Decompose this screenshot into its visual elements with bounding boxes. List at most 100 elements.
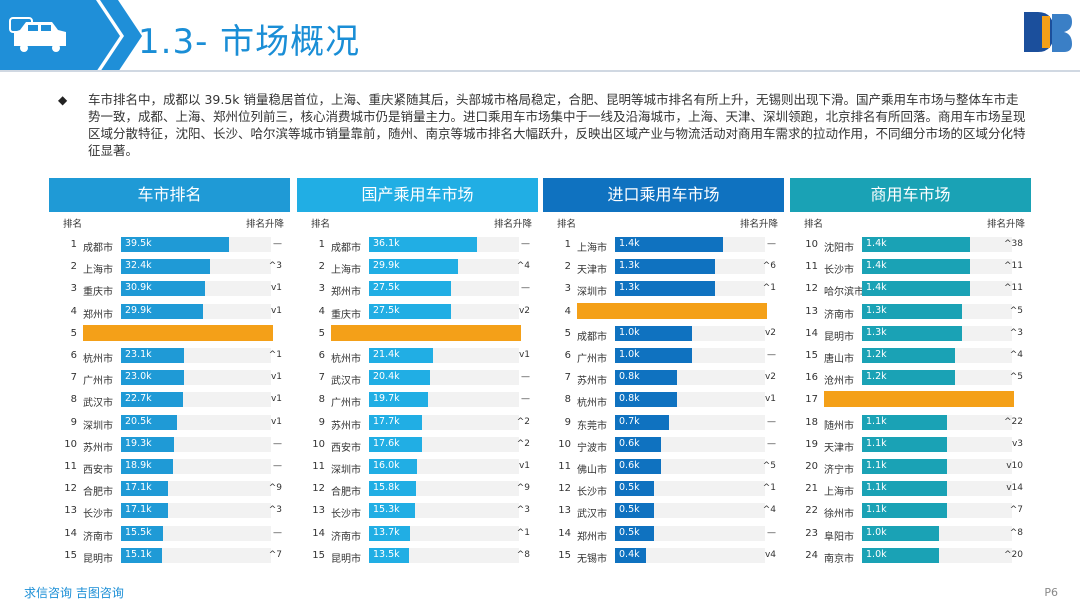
value-label: 22.7k bbox=[125, 393, 152, 405]
value-bar: 0.6k bbox=[615, 459, 661, 474]
value-label: 0.5k bbox=[619, 504, 640, 516]
table-row: 3 深圳市 1.3k ^1 bbox=[543, 278, 784, 300]
rank-number: 23 bbox=[805, 527, 818, 539]
city-name: 昆明市 bbox=[83, 553, 113, 565]
rank-number: 14 bbox=[312, 527, 325, 539]
rank-number: 10 bbox=[64, 438, 77, 450]
value-label: 17.1k bbox=[125, 482, 152, 494]
rank-number: 4 bbox=[564, 305, 571, 317]
city-name: 深圳市 bbox=[83, 420, 113, 432]
city-name: 上海市 bbox=[824, 487, 854, 499]
city-name: 徐州市 bbox=[824, 509, 854, 521]
value-bar: 20.4k bbox=[369, 370, 430, 386]
rank-number: 8 bbox=[564, 394, 571, 406]
rank-change: — bbox=[767, 438, 776, 449]
value-bar: 17.1k bbox=[121, 503, 168, 519]
footer-links[interactable]: 求信咨询 吉图咨询 bbox=[24, 586, 124, 600]
rank-change: ^2 bbox=[516, 416, 530, 427]
value-bar: 1.1k bbox=[862, 459, 947, 474]
bar-track: 20.4k bbox=[369, 370, 519, 386]
city-name: 无锡市 bbox=[577, 553, 607, 565]
bar-track: 1.4k bbox=[862, 259, 1012, 275]
column-header-rank: 排名 bbox=[311, 219, 331, 230]
rank-number: 12 bbox=[64, 483, 77, 495]
rank-number: 2 bbox=[70, 261, 77, 273]
table-row: 11 深圳市 16.0k v1 bbox=[297, 456, 538, 478]
value-label: 15.3k bbox=[373, 504, 400, 516]
table-row: 9 苏州市 17.7k ^2 bbox=[297, 412, 538, 434]
bar-track: 17.6k bbox=[369, 436, 519, 452]
bar-track: 1.0k bbox=[615, 325, 765, 341]
value-label: 23.1k bbox=[125, 349, 152, 360]
city-name: 武汉市 bbox=[83, 398, 113, 410]
value-label: 0.5k bbox=[619, 482, 640, 494]
value-bar: 1.3k bbox=[862, 303, 962, 319]
table-row: 9 深圳市 20.5k v1 bbox=[49, 412, 290, 434]
column-header-change: 排名升降 bbox=[493, 219, 532, 230]
table-row: 14 济南市 15.5k — bbox=[49, 523, 290, 545]
table-row: 12 合肥市 17.1k ^9 bbox=[49, 478, 290, 500]
table-row: 11 西安市 18.9k — bbox=[49, 456, 290, 478]
value-bar: 1.1k bbox=[862, 414, 947, 430]
value-label: 20.5k bbox=[125, 415, 152, 427]
value-bar: 36.1k bbox=[369, 237, 477, 252]
rank-change: ^9 bbox=[268, 483, 282, 494]
rank-number: 10 bbox=[558, 438, 571, 450]
value-label: 29.9k bbox=[125, 304, 152, 316]
city-name: 郑州市 bbox=[83, 309, 113, 321]
value-bar: 0.4k bbox=[615, 547, 646, 563]
rank-change: ^7 bbox=[268, 549, 282, 560]
bar-track: 16.0k bbox=[369, 459, 519, 474]
table-row: 14 郑州市 0.5k — bbox=[543, 523, 784, 545]
table-row: 15 无锡市 0.4k v4 bbox=[543, 545, 784, 567]
value-bar: 1.0k bbox=[615, 325, 692, 341]
value-label: 1.3k bbox=[619, 260, 640, 272]
summary-text: 车市排名中，成都以 39.5k 销量稳居首位，上海、重庆紧随其后，头部城市格局稳… bbox=[88, 92, 1026, 158]
value-bar: 1.1k bbox=[862, 436, 947, 452]
table-row: 22 徐州市 1.1k ^7 bbox=[790, 500, 1031, 522]
city-name: 苏州市 bbox=[331, 420, 361, 432]
table-row: 4 重庆市 27.5k v2 bbox=[297, 301, 538, 323]
value-bar: 17.7k bbox=[369, 414, 422, 430]
page-number: P6 bbox=[1044, 586, 1058, 599]
city-name: 深圳市 bbox=[331, 465, 361, 476]
value-label: 1.2k bbox=[866, 371, 887, 383]
value-label: 27.5k bbox=[373, 282, 400, 294]
rank-number: 10 bbox=[312, 438, 325, 450]
rank-number: 3 bbox=[564, 283, 571, 295]
table-row: 13 武汉市 0.5k ^4 bbox=[543, 500, 784, 522]
value-bar: 20.5k bbox=[121, 414, 177, 430]
rank-number: 9 bbox=[318, 416, 325, 428]
city-name: 济宁市 bbox=[824, 465, 854, 476]
value-label: 20.4k bbox=[373, 371, 400, 383]
rank-number: 15 bbox=[312, 549, 325, 561]
table-row: 20 济宁市 1.1k v10 bbox=[790, 456, 1031, 478]
rank-number: 15 bbox=[64, 549, 77, 561]
value-label: 1.1k bbox=[866, 504, 887, 516]
rank-change: ^7 bbox=[1009, 505, 1023, 516]
value-bar: 1.4k bbox=[862, 259, 970, 275]
rank-change: ^1 bbox=[762, 283, 776, 294]
city-name: 昆明市 bbox=[331, 553, 361, 565]
bar-track: 1.1k bbox=[862, 414, 1012, 430]
rank-change: ^2 bbox=[516, 438, 530, 449]
value-bar: 29.9k bbox=[121, 303, 203, 319]
rank-change: — bbox=[767, 350, 776, 360]
value-bar: 0.6k bbox=[615, 436, 661, 452]
city-name: 天津市 bbox=[577, 265, 607, 277]
table-row: 4 bbox=[543, 301, 784, 323]
value-bar: 1.3k bbox=[862, 325, 962, 341]
bar-track: 0.5k bbox=[615, 481, 765, 497]
city-name: 济南市 bbox=[331, 531, 361, 543]
value-label: 0.4k bbox=[619, 548, 640, 560]
rank-number: 9 bbox=[564, 416, 571, 428]
rank-number: 22 bbox=[805, 505, 818, 517]
city-name: 沈阳市 bbox=[824, 243, 854, 254]
table-row: 7 苏州市 0.8k v2 bbox=[543, 367, 784, 389]
city-name: 上海市 bbox=[577, 243, 607, 254]
table-row: 12 长沙市 0.5k ^1 bbox=[543, 478, 784, 500]
rank-number: 8 bbox=[318, 394, 325, 406]
table-row: 2 上海市 29.9k ^4 bbox=[297, 256, 538, 278]
value-label: 13.7k bbox=[373, 526, 400, 538]
value-bar: 1.1k bbox=[862, 481, 947, 497]
